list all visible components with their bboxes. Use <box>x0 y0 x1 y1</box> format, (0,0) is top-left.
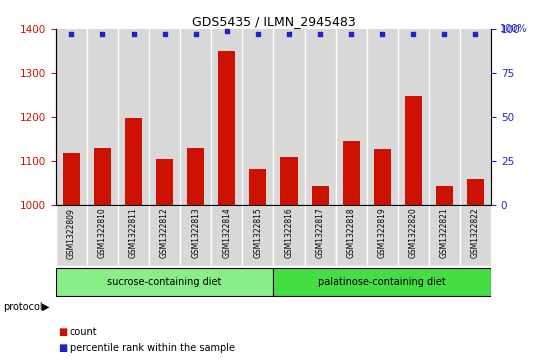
Text: GSM1322820: GSM1322820 <box>409 208 418 258</box>
Bar <box>398 29 429 205</box>
Bar <box>118 205 149 266</box>
Bar <box>460 205 491 266</box>
Bar <box>335 205 367 266</box>
Bar <box>149 205 180 266</box>
Bar <box>118 29 149 205</box>
Point <box>98 32 107 37</box>
Text: GSM1322810: GSM1322810 <box>98 208 107 258</box>
Text: GSM1322821: GSM1322821 <box>440 208 449 258</box>
Bar <box>311 186 329 205</box>
Point <box>253 32 262 37</box>
Bar <box>460 29 491 205</box>
Bar <box>180 29 211 205</box>
Bar <box>218 51 235 205</box>
Bar <box>429 29 460 205</box>
Bar <box>156 159 173 205</box>
Bar <box>273 268 491 296</box>
Text: 100%: 100% <box>500 24 527 34</box>
Bar <box>335 29 367 205</box>
Bar <box>56 205 87 266</box>
Bar <box>249 169 266 205</box>
Bar <box>56 29 87 205</box>
Point <box>222 28 231 34</box>
Bar <box>94 147 111 205</box>
Text: GSM1322812: GSM1322812 <box>160 208 169 258</box>
Bar <box>87 205 118 266</box>
Text: GSM1322811: GSM1322811 <box>129 208 138 258</box>
Bar <box>273 205 305 266</box>
Bar <box>343 141 360 205</box>
Point <box>285 32 294 37</box>
Bar <box>305 29 335 205</box>
Bar <box>305 205 335 266</box>
Text: GSM1322813: GSM1322813 <box>191 208 200 258</box>
Bar <box>56 268 273 296</box>
Text: ▶: ▶ <box>42 302 49 312</box>
Bar <box>63 153 80 205</box>
Bar <box>273 29 305 205</box>
Bar <box>187 147 204 205</box>
Text: ■: ■ <box>59 343 68 354</box>
Bar <box>125 118 142 205</box>
Text: percentile rank within the sample: percentile rank within the sample <box>70 343 235 354</box>
Text: ■: ■ <box>59 327 68 337</box>
Bar <box>211 29 242 205</box>
Point <box>191 32 200 37</box>
Bar <box>242 205 273 266</box>
Text: count: count <box>70 327 98 337</box>
Title: GDS5435 / ILMN_2945483: GDS5435 / ILMN_2945483 <box>191 15 355 28</box>
Bar <box>242 29 273 205</box>
Point <box>160 32 169 37</box>
Text: GSM1322819: GSM1322819 <box>378 208 387 258</box>
Point <box>471 32 480 37</box>
Text: GSM1322818: GSM1322818 <box>347 208 355 258</box>
Text: GSM1322816: GSM1322816 <box>285 208 294 258</box>
Bar <box>149 29 180 205</box>
Point <box>378 32 387 37</box>
Bar <box>211 205 242 266</box>
Text: GSM1322817: GSM1322817 <box>316 208 325 258</box>
Text: GSM1322814: GSM1322814 <box>222 208 231 258</box>
Bar <box>367 205 398 266</box>
Text: sucrose-containing diet: sucrose-containing diet <box>108 277 222 287</box>
Bar <box>398 205 429 266</box>
Point <box>347 32 355 37</box>
Point <box>67 32 76 37</box>
Point <box>409 32 418 37</box>
Point <box>129 32 138 37</box>
Text: palatinose-containing diet: palatinose-containing diet <box>319 277 446 287</box>
Bar <box>281 157 297 205</box>
Bar <box>429 205 460 266</box>
Text: protocol: protocol <box>3 302 42 312</box>
Bar <box>374 149 391 205</box>
Point <box>316 32 325 37</box>
Text: GSM1322822: GSM1322822 <box>471 208 480 258</box>
Text: GSM1322809: GSM1322809 <box>67 208 76 258</box>
Bar <box>436 186 453 205</box>
Text: GSM1322815: GSM1322815 <box>253 208 262 258</box>
Point <box>440 32 449 37</box>
Bar <box>405 96 422 205</box>
Bar <box>367 29 398 205</box>
Bar <box>180 205 211 266</box>
Bar <box>467 179 484 205</box>
Bar <box>87 29 118 205</box>
